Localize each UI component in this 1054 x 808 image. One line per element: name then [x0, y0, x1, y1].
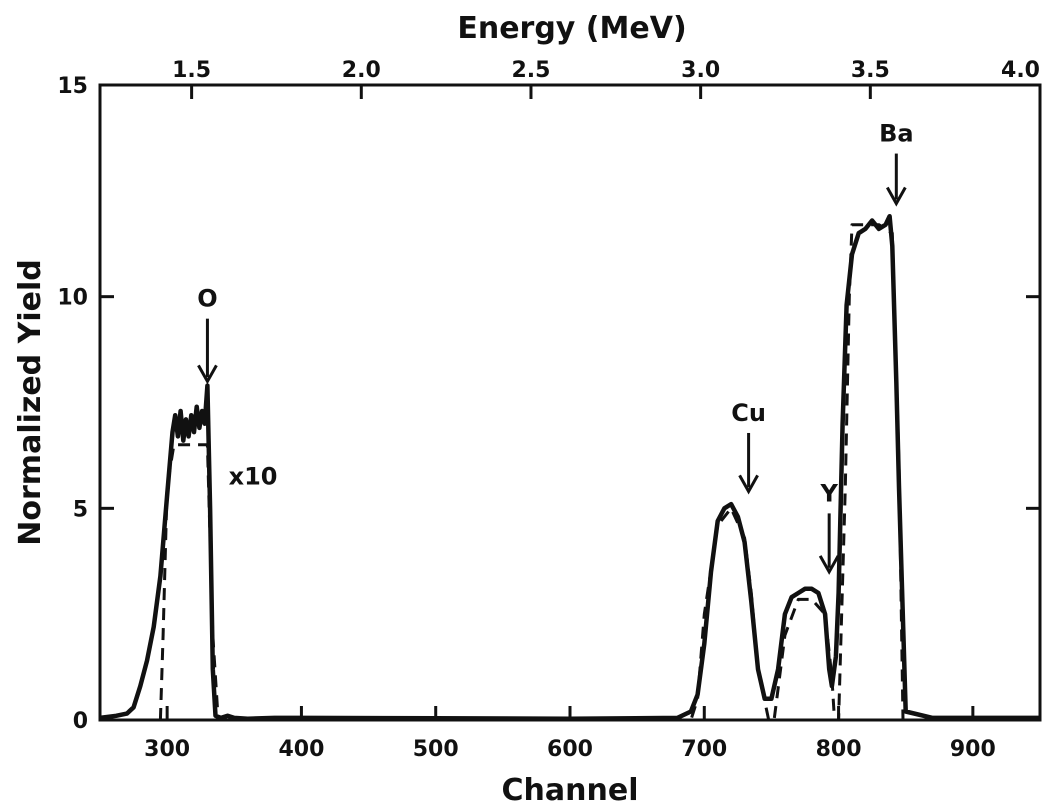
x-tick-label: 500 [413, 737, 459, 762]
top-tick-label: 4.0 [1001, 58, 1040, 83]
measured-spectrum-line [99, 213, 1040, 721]
y-axis-title: Normalized Yield [13, 259, 48, 545]
y-tick-label: 10 [57, 286, 88, 311]
x-tick-label: 800 [816, 737, 862, 762]
x-axis-title: Channel [502, 773, 639, 808]
annotation-label: x10 [229, 462, 278, 490]
x-tick-label: 400 [278, 737, 324, 762]
top-tick-label: 3.0 [681, 58, 720, 83]
y-tick-label: 0 [73, 709, 88, 734]
dashed-fit-line [158, 223, 905, 722]
x-tick-label: 900 [950, 737, 996, 762]
top-tick-label: 1.5 [172, 58, 211, 83]
x-tick-label: 600 [547, 737, 593, 762]
x-tick-label: 700 [681, 737, 727, 762]
top-tick-label: 3.5 [851, 58, 890, 83]
annotation-label: Ba [879, 120, 914, 148]
annotation-arrowhead [738, 474, 759, 495]
x-tick-label: 300 [144, 737, 190, 762]
ticks-layer: 300 400 500 600 700 800 900 0 5 10 15 1.5 2.0 2.5 3.0 3… [57, 58, 1042, 762]
plot-frame [98, 83, 1042, 722]
annotation-label: Cu [731, 399, 766, 427]
top-axis-title: Energy (MeV) [457, 11, 686, 46]
series-layer [99, 213, 1040, 722]
annotation-label: Y [819, 479, 838, 507]
annotation-layer: O Cu Y Ba x10 [197, 120, 914, 575]
top-tick-label: 2.5 [511, 58, 550, 83]
annotation-label: O [197, 285, 217, 313]
annotation-arrowhead [818, 555, 840, 575]
y-tick-label: 15 [57, 74, 88, 99]
annotation-arrowhead [886, 186, 907, 207]
annotation-arrowhead [197, 364, 218, 385]
y-tick-label: 5 [73, 497, 88, 522]
top-tick-label: 2.0 [342, 58, 381, 83]
